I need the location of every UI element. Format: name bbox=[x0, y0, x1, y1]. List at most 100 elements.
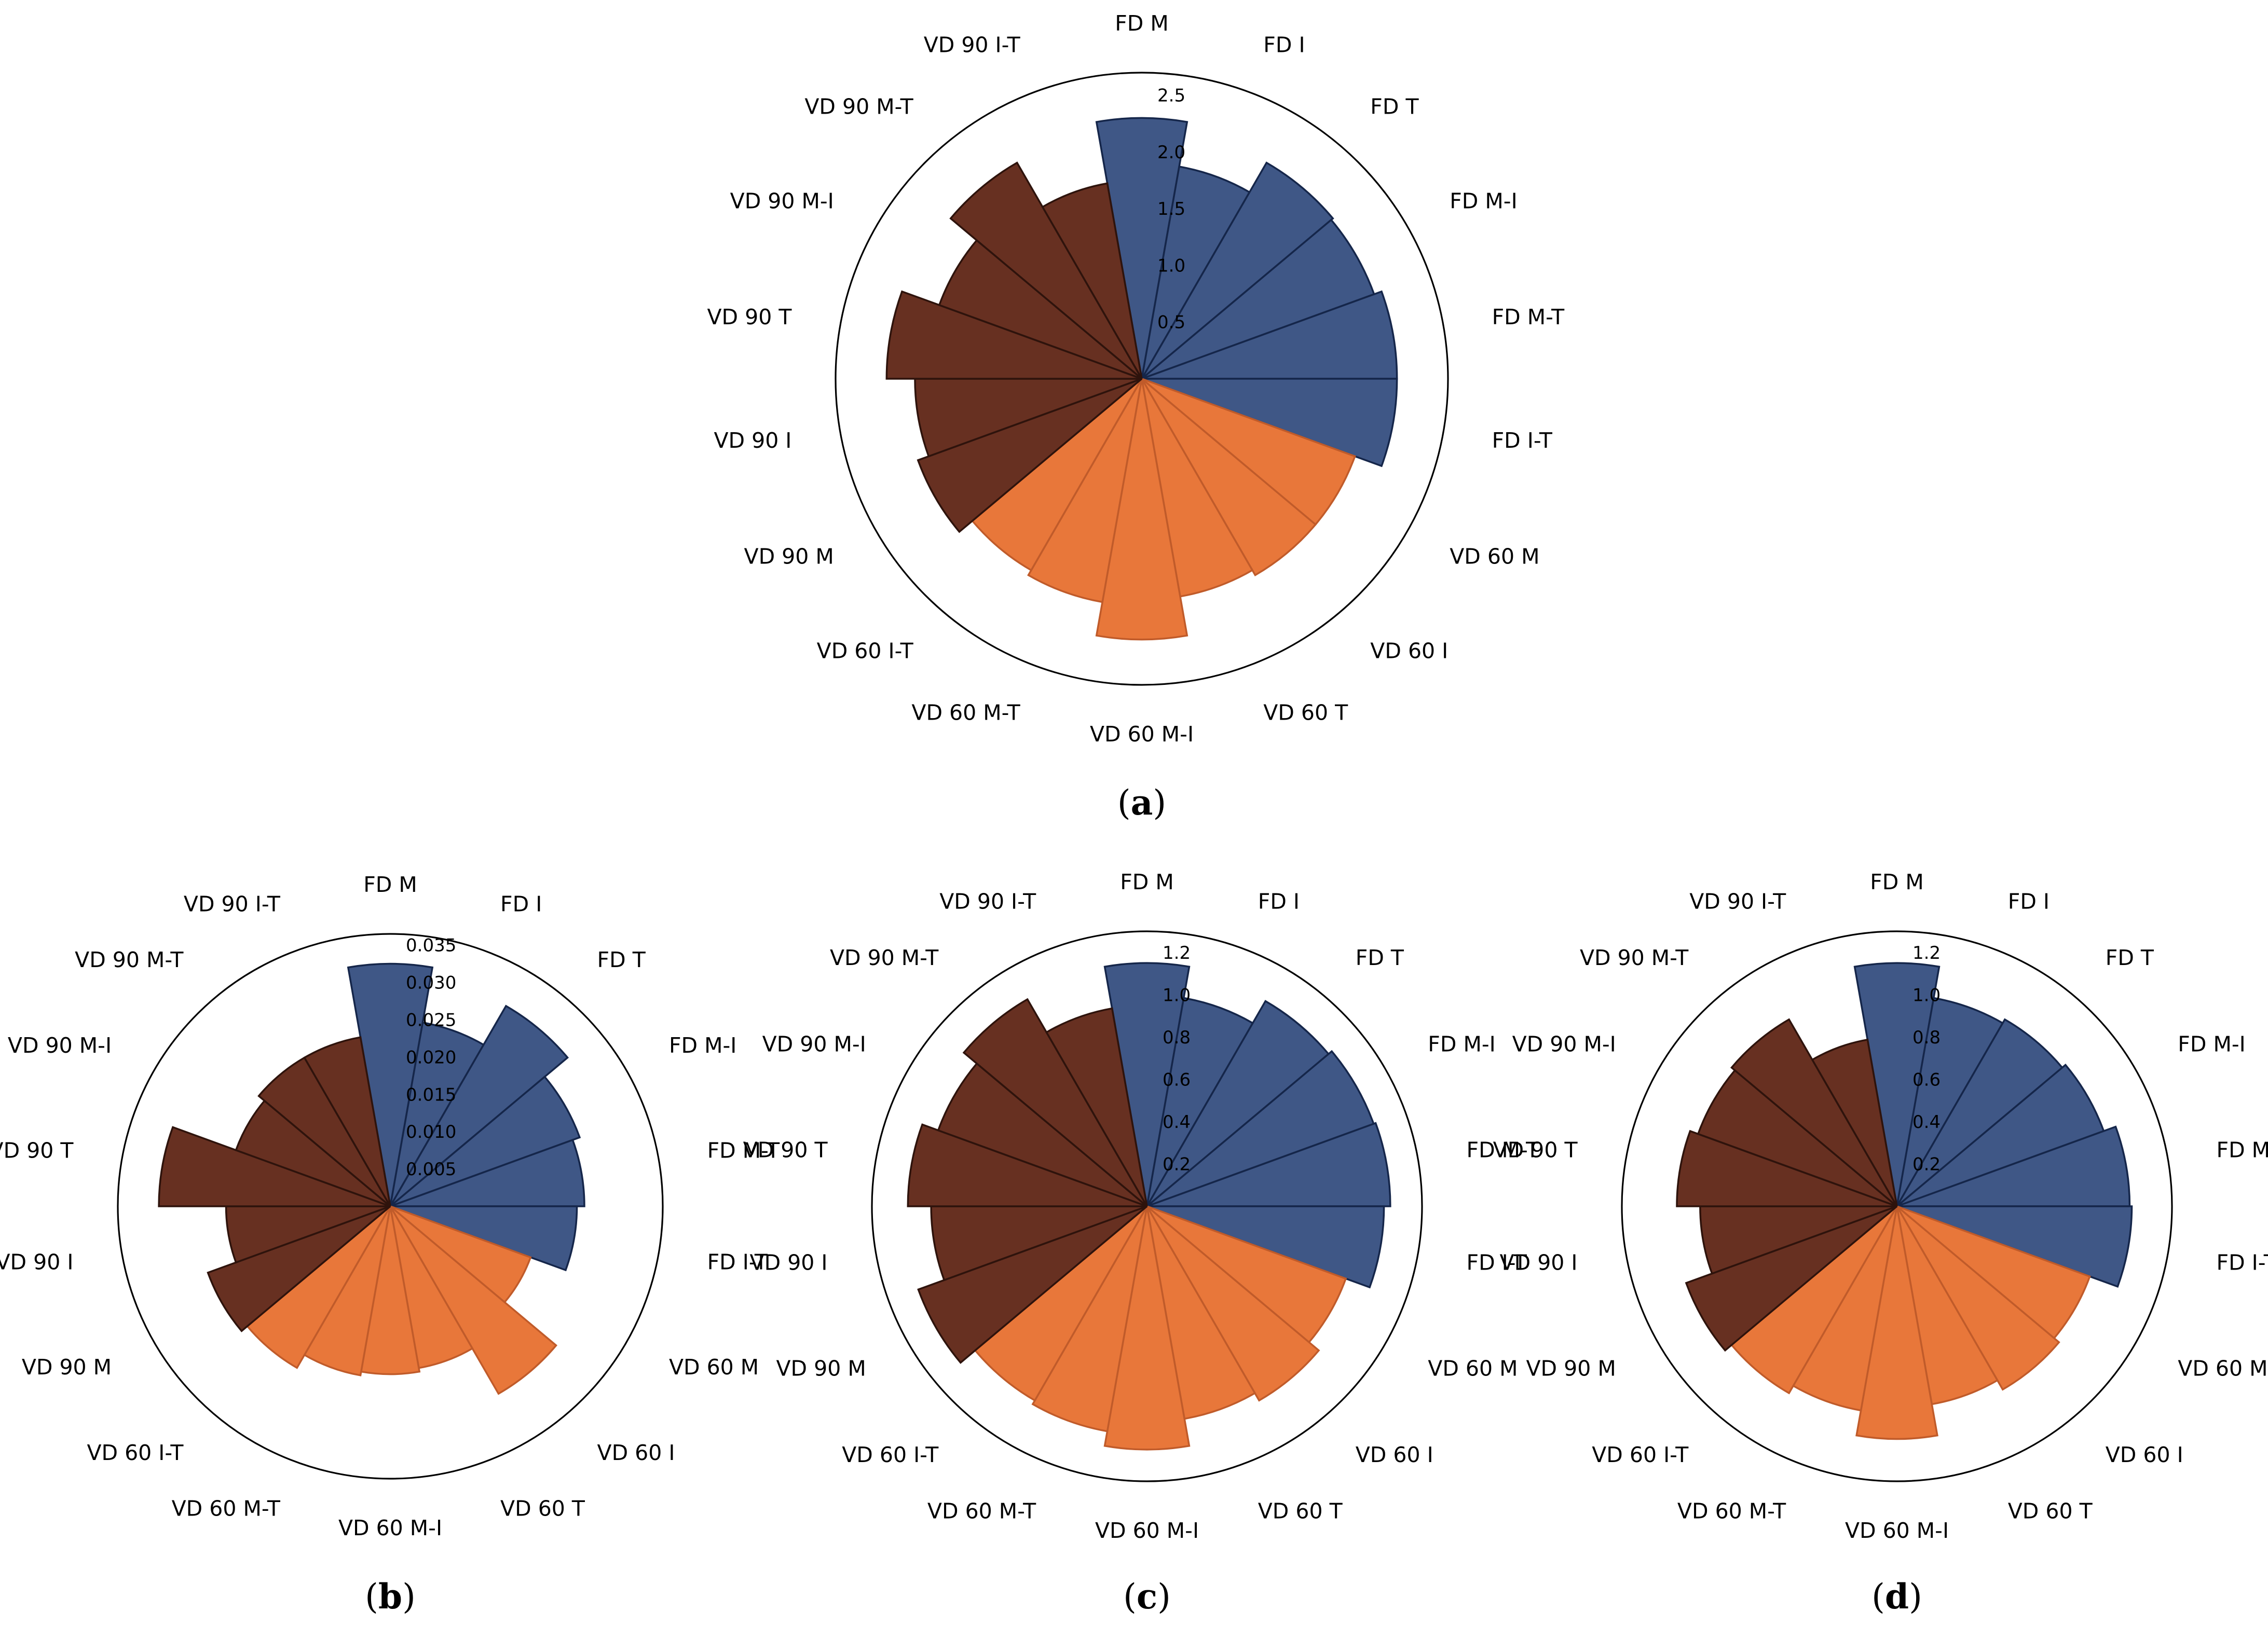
bar-fd-m bbox=[1853, 962, 1941, 1207]
bar-vd-90-m bbox=[1685, 1205, 1898, 1352]
category-label: VD 60 M-T bbox=[927, 1498, 1036, 1523]
category-label: VD 60 T bbox=[2008, 1498, 2093, 1523]
bar-vd-60-m bbox=[1896, 1205, 2091, 1340]
category-label: FD T bbox=[597, 947, 646, 972]
radial-tick-label: 0.2 bbox=[1912, 1154, 1941, 1175]
bar-fd-i-t bbox=[1141, 378, 1398, 467]
category-label: VD 90 M bbox=[22, 1355, 112, 1380]
bar-fd-m-i bbox=[1896, 1063, 2105, 1207]
category-label: VD 60 M bbox=[1450, 544, 1539, 569]
bar-vd-90-i-t bbox=[1045, 1007, 1148, 1207]
category-label: VD 90 M-I bbox=[1512, 1032, 1616, 1057]
category-label: VD 90 M bbox=[776, 1356, 866, 1381]
category-label: FD T bbox=[1356, 945, 1404, 970]
bar-fd-i-t bbox=[1896, 1205, 2133, 1288]
category-label: FD M-T bbox=[1467, 1137, 1540, 1162]
category-label: VD 90 M-I bbox=[730, 189, 834, 214]
category-label: VD 60 M-I bbox=[1090, 722, 1194, 747]
category-label: FD M-T bbox=[707, 1138, 781, 1163]
category-label: FD M-I bbox=[1450, 189, 1517, 214]
category-label: VD 60 M-T bbox=[172, 1496, 281, 1521]
category-label: VD 60 M bbox=[2178, 1356, 2267, 1381]
category-label: VD 60 I bbox=[2106, 1442, 2183, 1467]
bar-vd-90-i bbox=[914, 378, 1142, 458]
category-label: FD M bbox=[1120, 870, 1174, 894]
category-label: FD M-I bbox=[669, 1033, 736, 1058]
polar-frame bbox=[1621, 930, 2173, 1482]
bar-vd-60-m-i bbox=[1095, 378, 1188, 641]
bar-fd-t bbox=[1141, 161, 1334, 380]
radial-tick-label: 1.2 bbox=[1163, 943, 1191, 963]
bar-vd-60-t bbox=[1896, 1206, 1999, 1406]
category-label: VD 90 T bbox=[707, 305, 793, 329]
category-label: VD 90 I bbox=[750, 1250, 828, 1275]
bar-fd-i bbox=[1896, 997, 2004, 1207]
radial-tick-label: 1.2 bbox=[1912, 943, 1941, 963]
category-label: VD 60 I bbox=[597, 1440, 675, 1465]
category-label: FD I-T bbox=[1467, 1250, 1527, 1275]
radial-tick-label: 0.035 bbox=[406, 935, 456, 956]
category-label: VD 60 M-T bbox=[911, 700, 1020, 725]
category-label: FD M-I bbox=[1428, 1032, 1495, 1057]
bar-fd-m bbox=[347, 962, 434, 1207]
bar-fd-t bbox=[1146, 1000, 1330, 1207]
category-label: VD 60 T bbox=[500, 1496, 585, 1521]
bar-vd-90-i bbox=[930, 1205, 1147, 1282]
bar-fd-i bbox=[1146, 997, 1254, 1207]
bar-vd-90-m-t bbox=[949, 161, 1143, 380]
category-label: VD 60 I-T bbox=[87, 1440, 184, 1465]
bar-fd-m-t bbox=[1896, 1125, 2131, 1207]
bar-vd-60-m bbox=[1141, 378, 1356, 526]
panel-caption: (c) bbox=[1123, 1576, 1171, 1617]
category-label: FD M-T bbox=[1492, 305, 1565, 329]
bar-vd-60-m bbox=[1146, 1205, 1347, 1344]
bar-fd-t bbox=[389, 1004, 569, 1207]
bar-fd-m-i bbox=[1146, 1050, 1375, 1207]
polar-frame bbox=[871, 930, 1423, 1482]
bar-vd-60-i-t bbox=[1730, 1205, 1898, 1395]
bar-fd-i bbox=[1141, 166, 1251, 379]
panel-c: 0.2 0.4 0.6 0.8 1.0 1.2 FD M FD I FD T FD M-I FD M… bbox=[743, 870, 1539, 1617]
bar-vd-90-m-i bbox=[938, 239, 1143, 380]
bar-fd-m-t bbox=[1141, 290, 1398, 380]
category-label: VD 90 M-T bbox=[1580, 945, 1689, 970]
bar-fd-t bbox=[1896, 1018, 2064, 1207]
radial-tick-label: 0.2 bbox=[1163, 1154, 1191, 1175]
category-label: VD 60 M-I bbox=[1095, 1518, 1199, 1543]
category-label: VD 60 I-T bbox=[817, 639, 914, 664]
polar-frame bbox=[117, 933, 664, 1480]
category-label: VD 90 I-T bbox=[184, 891, 281, 916]
bar-vd-90-t bbox=[907, 1123, 1147, 1207]
bar-vd-60-m-i bbox=[1855, 1206, 1938, 1440]
radial-tick-label: 1.0 bbox=[1163, 985, 1191, 1006]
panel-caption: (d) bbox=[1871, 1576, 1922, 1617]
bar-fd-m-i bbox=[389, 1075, 581, 1207]
category-label: VD 90 M-T bbox=[75, 947, 184, 972]
category-label: VD 90 M-T bbox=[830, 945, 939, 970]
category-label: VD 60 I-T bbox=[1592, 1442, 1689, 1467]
category-label: FD T bbox=[1370, 94, 1419, 119]
bar-vd-90-m-i bbox=[1697, 1069, 1898, 1207]
bar-vd-60-m-i bbox=[1103, 1206, 1191, 1451]
category-label: VD 90 T bbox=[0, 1138, 74, 1163]
bar-fd-m bbox=[1095, 117, 1188, 379]
bar-vd-60-i bbox=[389, 1205, 557, 1395]
category-label: VD 60 M-T bbox=[1677, 1498, 1786, 1523]
category-label: FD I bbox=[500, 891, 542, 916]
bar-fd-m-i bbox=[1141, 218, 1375, 380]
bar-fd-m bbox=[1103, 962, 1191, 1207]
polar-frame bbox=[835, 72, 1449, 686]
category-label: VD 60 I-T bbox=[842, 1442, 939, 1467]
category-label: VD 60 M-I bbox=[338, 1516, 442, 1540]
category-label: VD 90 M bbox=[744, 544, 834, 569]
category-label: VD 90 T bbox=[1493, 1137, 1578, 1162]
category-label: FD I bbox=[1263, 32, 1305, 57]
panel-caption: (b) bbox=[365, 1576, 416, 1617]
category-label: VD 60 I bbox=[1370, 639, 1448, 664]
bar-vd-60-m-t bbox=[1031, 1206, 1148, 1433]
panel-b: 0.005 0.010 0.015 0.020 0.025 0.030 0.035 FD M F… bbox=[0, 872, 780, 1617]
bar-fd-m-t bbox=[390, 1138, 585, 1207]
radial-tick-label: 0.5 bbox=[1157, 312, 1185, 333]
bar-vd-60-i bbox=[1146, 1205, 1320, 1402]
category-label: VD 90 I-T bbox=[924, 32, 1021, 57]
